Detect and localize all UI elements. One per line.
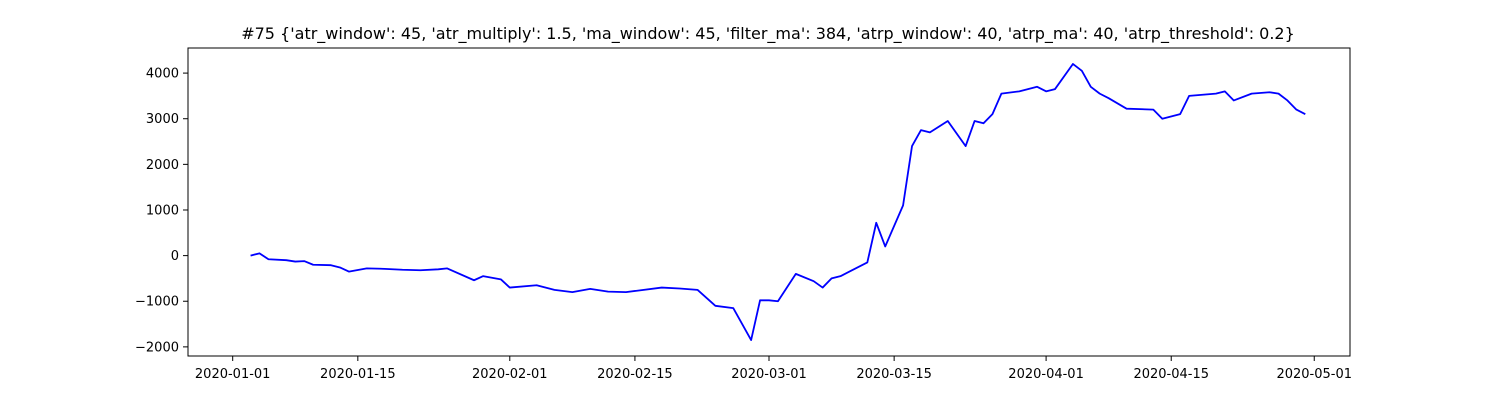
y-tick-label: 1000 [146,203,179,218]
plot-area-frame [187,47,1351,357]
y-tick-label: 0 [171,249,179,264]
y-axis: −2000 −1000 0 1000 2000 3000 4000 [135,67,188,355]
x-tick-label: 2020-03-15 [856,367,932,382]
chart-title: #75 {'atr_window': 45, 'atr_multiply': 1… [241,24,1295,44]
x-tick-label: 2020-05-01 [1276,367,1352,382]
x-tick-label: 2020-04-15 [1133,367,1209,382]
x-tick-label: 2020-04-01 [1008,367,1084,382]
x-tick-label: 2020-02-15 [597,367,673,382]
y-tick-label: 4000 [146,67,179,82]
x-axis: 2020-01-01 2020-01-15 2020-02-01 2020-02-15… [195,356,1352,382]
y-tick-label: 2000 [146,158,179,173]
y-tick-label: −2000 [135,340,179,355]
x-tick-label: 2020-02-01 [472,367,548,382]
y-tick-label: 3000 [146,112,179,127]
x-tick-label: 2020-03-01 [731,367,807,382]
x-tick-label: 2020-01-01 [195,367,271,382]
series-line [250,63,1306,341]
y-tick-label: −1000 [135,295,179,310]
x-tick-label: 2020-01-15 [320,367,396,382]
